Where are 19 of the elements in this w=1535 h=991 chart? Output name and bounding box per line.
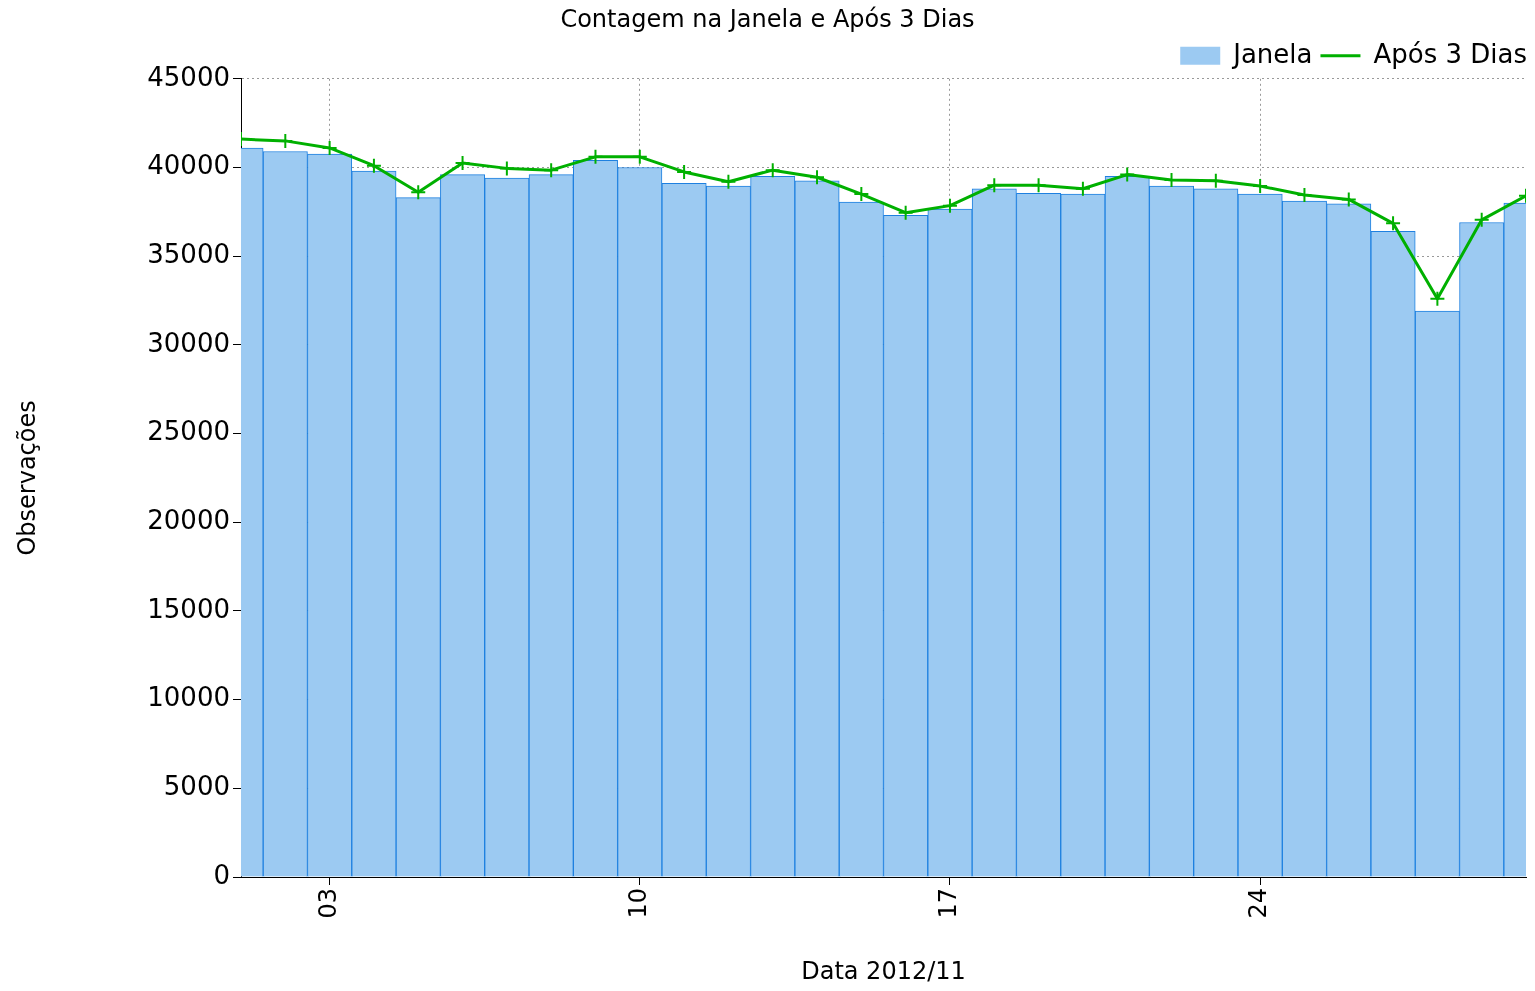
- x-tick-label: 03: [313, 888, 342, 919]
- x-tick-label: 24: [1244, 888, 1273, 919]
- y-tick-label: 25000: [147, 416, 230, 447]
- x-tick-label: 17: [934, 888, 963, 919]
- x-tick-label: 10: [624, 888, 653, 919]
- y-tick-label: 0: [213, 859, 230, 890]
- y-tick-label: 40000: [147, 150, 230, 181]
- legend-label: Janela: [1231, 38, 1313, 69]
- chart-title: Contagem na Janela e Após 3 Dias: [560, 4, 975, 33]
- y-tick-label: 15000: [147, 593, 230, 624]
- y-tick-label: 20000: [147, 504, 230, 535]
- y-axis-title: Observações: [12, 400, 41, 556]
- y-tick-label: 45000: [147, 61, 230, 92]
- y-tick-label: 35000: [147, 238, 230, 269]
- y-tick-label: 10000: [147, 682, 230, 713]
- y-tick-label: 30000: [147, 327, 230, 358]
- legend-label: Após 3 Dias: [1373, 38, 1528, 69]
- y-tick-label: 5000: [163, 771, 230, 802]
- x-axis-title: Data 2012/11: [801, 956, 966, 985]
